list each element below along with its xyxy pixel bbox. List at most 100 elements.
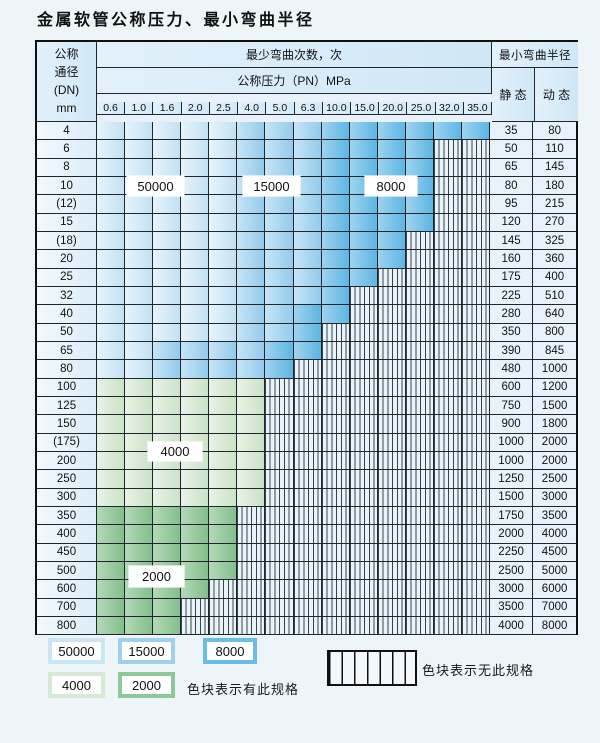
spec-cell: [209, 341, 238, 361]
no-spec-cell: [462, 231, 491, 251]
static-radius-value: 1250: [490, 470, 534, 489]
no-spec-cell: [377, 396, 406, 416]
spec-cell: [321, 140, 350, 159]
no-spec-cell: [321, 506, 350, 526]
dn-cell: 600: [37, 580, 97, 599]
dn-cell: 700: [37, 598, 97, 617]
spec-cell: [181, 268, 210, 287]
legend-swatch-label: 8000: [207, 642, 253, 660]
no-spec-cell: [349, 616, 378, 636]
spec-cell: [209, 268, 238, 287]
spec-cell: [237, 451, 266, 471]
no-spec-cell: [265, 506, 294, 526]
spec-cell: [125, 268, 154, 287]
pressure-column-header: 32.0: [435, 101, 464, 115]
spec-cell: [125, 598, 154, 617]
no-spec-cell: [405, 396, 434, 416]
no-spec-cell: [321, 360, 350, 379]
spec-cell: [237, 470, 266, 489]
no-spec-cell: [405, 231, 434, 251]
spec-table: 公称 通径 (DN) mm 最少弯曲次数，次 最小弯曲半径 公称压力（PN）MP…: [35, 40, 578, 636]
cycle-count-label: 8000: [365, 176, 417, 196]
spec-cell: [377, 195, 406, 214]
no-spec-cell: [433, 231, 463, 251]
spec-cell: [265, 341, 294, 361]
no-spec-cell: [405, 506, 434, 526]
no-spec-cell: [321, 561, 350, 581]
no-spec-cell: [462, 488, 491, 507]
no-spec-cell: [377, 580, 406, 599]
dynamic-radius-value: 4500: [533, 543, 577, 562]
no-spec-cell: [209, 598, 238, 617]
spec-cell: [293, 341, 322, 361]
static-radius-value: 1500: [490, 488, 534, 507]
pressure-column-header: 0.6: [96, 101, 126, 115]
spec-cell: [293, 231, 322, 251]
no-spec-cell: [349, 341, 378, 361]
table-row: 250 1250 2500: [37, 470, 577, 489]
no-spec-cell: [462, 580, 491, 599]
no-spec-cell: [462, 396, 491, 416]
spec-cell: [125, 323, 154, 342]
no-spec-cell: [377, 323, 406, 342]
table-row: (175) 1000 2000: [37, 433, 577, 452]
no-spec-cell: [433, 268, 463, 287]
spec-cell: [237, 286, 266, 306]
static-radius-value: 95: [490, 195, 534, 214]
spec-cell: [237, 396, 266, 416]
no-spec-cell: [377, 616, 406, 636]
table-row: 350 1750 3500: [37, 506, 577, 526]
dn-cell: 15: [37, 213, 97, 232]
no-spec-cell: [293, 506, 322, 526]
spec-cell: [405, 158, 434, 177]
no-spec-cell: [349, 415, 378, 434]
no-spec-cell: [377, 286, 406, 306]
spec-cell: [97, 195, 126, 214]
no-spec-cell: [462, 616, 491, 636]
spec-cell: [97, 213, 126, 232]
legend-swatch: 4000: [48, 672, 105, 698]
no-spec-cell: [462, 506, 491, 526]
legend-swatch: 50000: [48, 638, 105, 664]
min-bend-radius-header: 最小弯曲半径: [492, 42, 578, 68]
spec-cell: [97, 231, 126, 251]
no-spec-cell: [405, 616, 434, 636]
no-spec-cell: [349, 580, 378, 599]
dn-cell: 40: [37, 305, 97, 324]
no-spec-cell: [349, 286, 378, 306]
dynamic-radius-value: 2000: [533, 451, 577, 471]
spec-cell: [153, 525, 182, 544]
spec-cell: [125, 231, 154, 251]
dn-cell: 350: [37, 506, 97, 526]
legend-swatch: 2000: [118, 672, 175, 698]
spec-cell: [181, 323, 210, 342]
spec-cell: [265, 231, 294, 251]
spec-cell: [181, 378, 210, 397]
spec-cell: [125, 378, 154, 397]
dn-cell: 20: [37, 250, 97, 269]
spec-cell: [321, 231, 350, 251]
spec-cell: [97, 616, 126, 636]
spec-cell: [209, 451, 238, 471]
no-spec-cell: [293, 561, 322, 581]
spec-cell: [181, 250, 210, 269]
no-spec-cell: [377, 305, 406, 324]
no-spec-cell: [462, 195, 491, 214]
bend-cycles-header: 最少弯曲次数，次: [97, 42, 492, 68]
no-spec-cell: [237, 561, 266, 581]
dn-cell: 65: [37, 341, 97, 361]
spec-cell: [153, 231, 182, 251]
spec-cell: [293, 268, 322, 287]
no-spec-cell: [433, 396, 463, 416]
spec-cell: [181, 140, 210, 159]
legend-swatch-label: 2000: [122, 676, 171, 694]
spec-cell: [97, 488, 126, 507]
spec-cell: [125, 525, 154, 544]
no-spec-cell: [321, 488, 350, 507]
dn-cell: 10: [37, 176, 97, 196]
dynamic-radius-value: 7000: [533, 598, 577, 617]
pressure-column-header: 1.0: [125, 101, 154, 115]
spec-cell: [97, 305, 126, 324]
spec-cell: [209, 525, 238, 544]
table-row: (18) 145 325: [37, 231, 577, 251]
